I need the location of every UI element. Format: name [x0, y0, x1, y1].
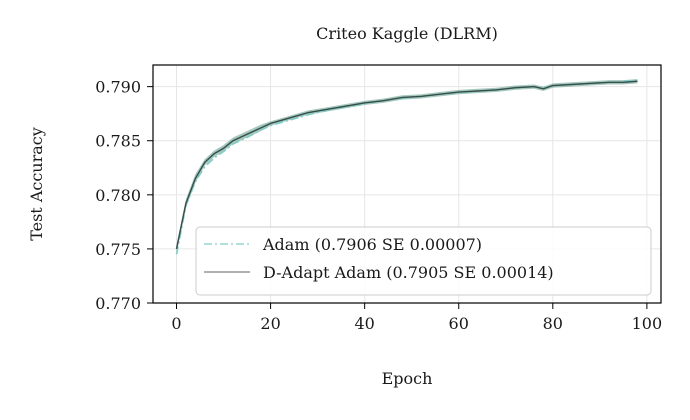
- series-line-1: [175, 80, 638, 250]
- legend-label-d-adapt-adam: D-Adapt Adam (0.7905 SE 0.00014): [263, 263, 554, 282]
- y-tick-label: 0.770: [95, 294, 141, 313]
- y-axis-label: Test Accuracy: [27, 127, 46, 241]
- series-line-0: [175, 79, 638, 255]
- legend-box: [195, 226, 652, 296]
- x-tick-label: 40: [354, 314, 374, 333]
- series-lines: [175, 79, 638, 255]
- chart-title: Criteo Kaggle (DLRM): [316, 24, 498, 43]
- x-tick-label: 60: [449, 314, 469, 333]
- plot-area-frame: [152, 64, 662, 304]
- x-axis-ticks: 0 20 40 60 80 100: [171, 303, 662, 333]
- legend: Adam (0.7906 SE 0.00007) D-Adapt Adam (0…: [195, 226, 652, 296]
- y-axis-ticks: 0.770 0.775 0.780 0.785 0.790: [95, 78, 153, 313]
- x-tick-label: 80: [543, 314, 563, 333]
- y-tick-label: 0.775: [95, 240, 141, 259]
- y-tick-label: 0.780: [95, 186, 141, 205]
- x-tick-label: 20: [260, 314, 280, 333]
- x-tick-label: 0: [171, 314, 181, 333]
- legend-label-adam: Adam (0.7906 SE 0.00007): [262, 235, 482, 254]
- x-axis-label: Epoch: [382, 369, 433, 388]
- y-tick-label: 0.785: [95, 132, 141, 151]
- x-tick-label: 100: [632, 314, 663, 333]
- y-tick-label: 0.790: [95, 78, 141, 97]
- series-core-line-1: [175, 80, 638, 250]
